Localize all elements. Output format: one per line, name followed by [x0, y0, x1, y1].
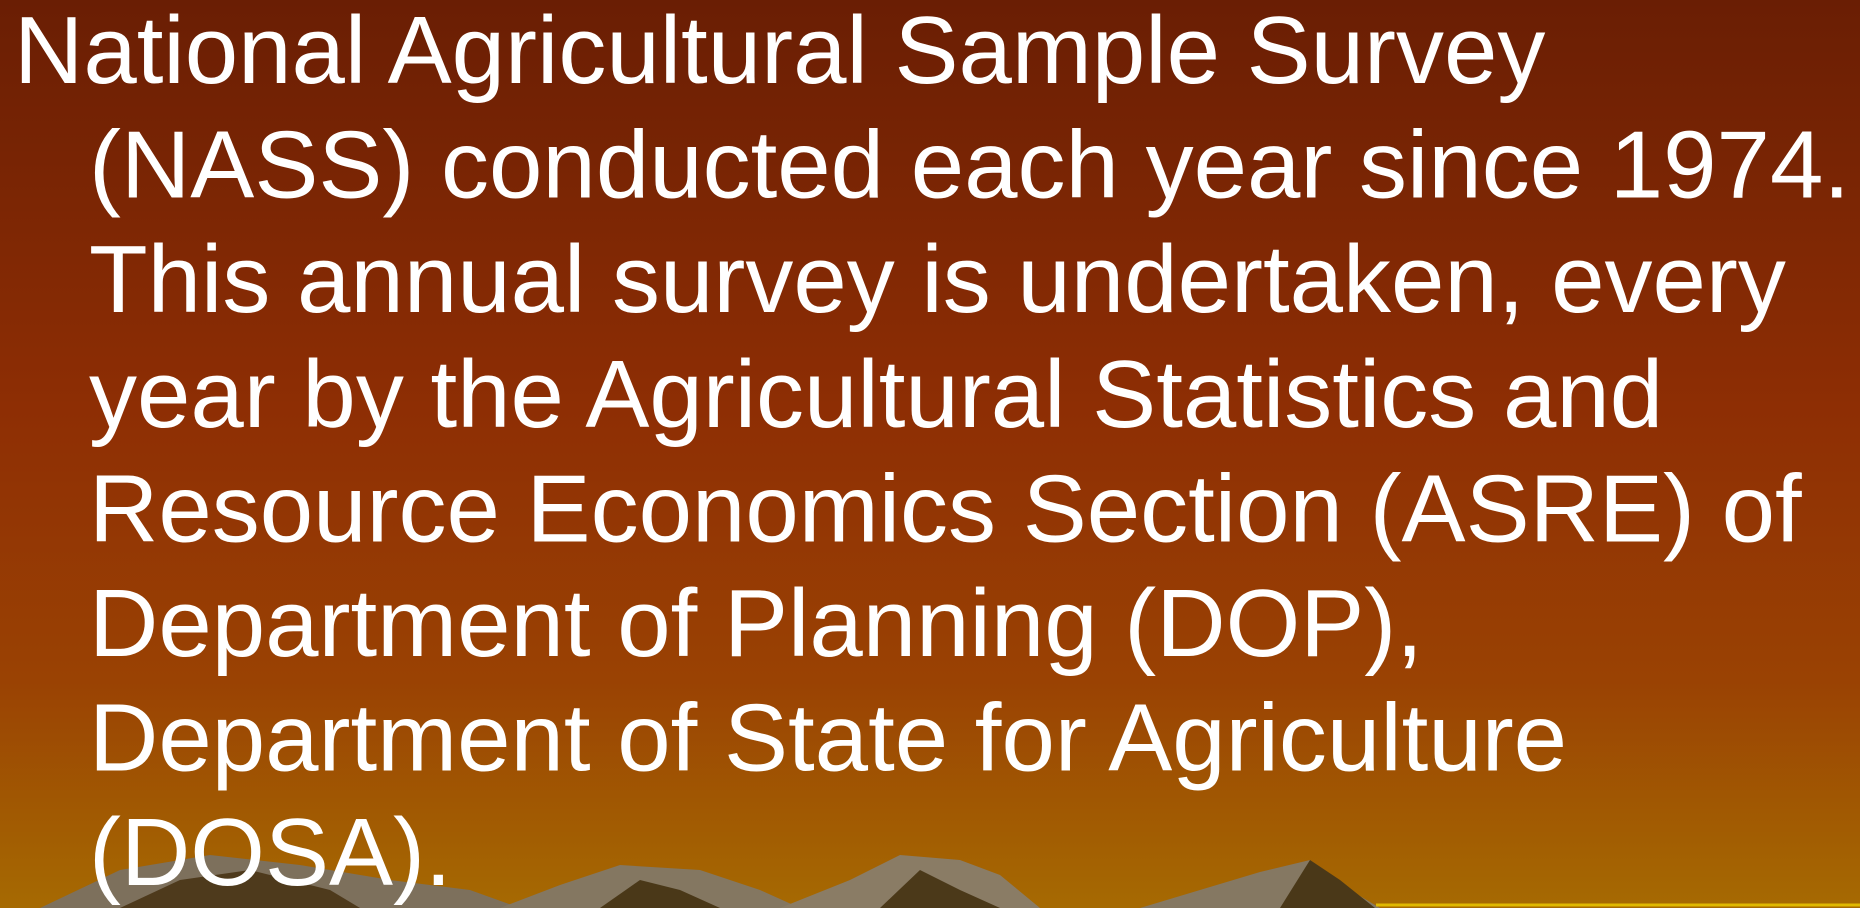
page: National Agricultural Sample Survey(NASS… — [0, 0, 1860, 908]
bullet-line: (NASS) conducted each year since 1974. — [89, 112, 1850, 219]
bullet-line: This annual survey is undertaken, every — [89, 226, 1786, 333]
bullet-line-first: National Agricultural Sample Survey — [14, 0, 1545, 104]
slide: National Agricultural Sample Survey(NASS… — [0, 0, 1860, 908]
bullet-line: Department of State for Agriculture — [89, 685, 1567, 792]
bullet-line: Department of Planning (DOP), — [89, 570, 1423, 677]
bullet-line: year by the Agricultural Statistics and — [89, 341, 1663, 448]
bullet-line: (DOSA). — [89, 799, 452, 906]
bullet-line: Resource Economics Section (ASRE) of — [89, 455, 1802, 562]
